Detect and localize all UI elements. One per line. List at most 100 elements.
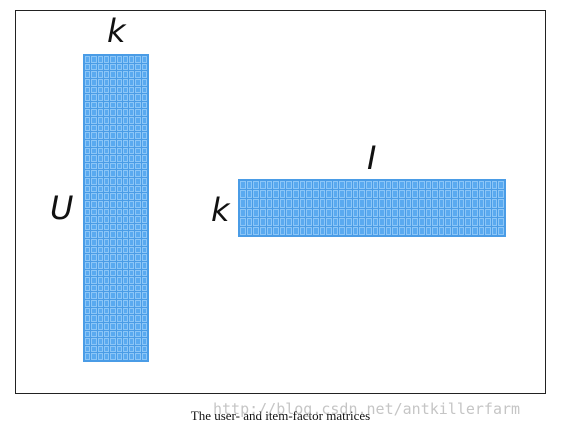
user-matrix-cell	[110, 139, 116, 147]
user-matrix-cell	[97, 284, 103, 292]
user-matrix-cell	[97, 178, 103, 185]
item-matrix-cell	[471, 181, 478, 190]
user-matrix-cell	[85, 162, 91, 170]
item-matrix-cell	[445, 208, 451, 217]
item-matrix-cell	[478, 199, 485, 208]
user-matrix-cell	[103, 101, 110, 109]
item-matrix-cell	[293, 181, 299, 190]
user-matrix-cell	[135, 269, 141, 277]
user-matrix-cell	[129, 307, 135, 315]
user-matrix-cell	[122, 223, 129, 231]
item-matrix-cell	[293, 208, 299, 217]
user-matrix-cell	[110, 94, 116, 101]
user-matrix-cell	[91, 338, 97, 345]
item-matrix-cell	[240, 190, 246, 199]
user-matrix-cell	[116, 269, 122, 277]
user-matrix-cell	[97, 208, 103, 216]
user-matrix-cell	[85, 254, 91, 261]
item-matrix-cell	[412, 217, 418, 226]
user-matrix-cell	[103, 63, 110, 71]
item-matrix-cell	[491, 208, 498, 217]
user-matrix-cell	[85, 178, 91, 185]
item-matrix-cell	[438, 208, 445, 217]
user-matrix-cell	[141, 200, 147, 208]
item-matrix-cell	[365, 190, 372, 199]
user-matrix-cell	[103, 94, 110, 101]
user-matrix-cell	[97, 223, 103, 231]
user-matrix-cell	[91, 292, 97, 299]
user-matrix-cell	[85, 78, 91, 86]
item-matrix-cell	[253, 226, 259, 235]
item-matrix-cell	[326, 190, 332, 199]
item-matrix-cell	[452, 190, 458, 199]
user-matrix-cell	[110, 101, 116, 109]
item-matrix-cell	[365, 208, 372, 217]
item-matrix-cell	[273, 226, 279, 235]
item-matrix-cell	[339, 181, 345, 190]
item-matrix-cell	[385, 199, 392, 208]
user-matrix-cell	[122, 162, 129, 170]
user-matrix-cell	[116, 117, 122, 124]
user-matrix-cell	[91, 239, 97, 246]
user-matrix-cell	[129, 345, 135, 353]
item-matrix-cell	[465, 217, 471, 226]
user-matrix-cell	[91, 277, 97, 284]
user-matrix-cell	[85, 132, 91, 139]
user-matrix-cell	[103, 208, 110, 216]
user-matrix-cell	[110, 200, 116, 208]
user-matrix-cell	[135, 345, 141, 353]
item-matrix-cell	[293, 199, 299, 208]
user-matrix-cell	[129, 101, 135, 109]
user-matrix-cell	[85, 216, 91, 223]
user-matrix-cell	[97, 56, 103, 63]
user-matrix-cell	[110, 353, 116, 360]
user-matrix-cell	[110, 345, 116, 353]
user-matrix-cell	[91, 170, 97, 177]
user-matrix-cell	[91, 63, 97, 71]
user-matrix-cell	[91, 208, 97, 216]
item-matrix-cell	[365, 217, 372, 226]
user-matrix-cell	[135, 300, 141, 307]
user-matrix-cell	[110, 315, 116, 322]
user-matrix-cell	[110, 63, 116, 71]
item-matrix-cell	[299, 226, 306, 235]
user-matrix-cell	[110, 185, 116, 193]
user-matrix-cell	[103, 193, 110, 200]
user-matrix-cell	[91, 124, 97, 132]
item-matrix-cell	[485, 181, 491, 190]
user-matrix-cell	[85, 56, 91, 63]
user-matrix-cell	[85, 101, 91, 109]
item-matrix-cell	[405, 181, 412, 190]
user-matrix-cell	[103, 322, 110, 330]
user-matrix-cell	[91, 193, 97, 200]
user-matrix-cell	[116, 185, 122, 193]
user-matrix-cell	[110, 239, 116, 246]
item-matrix-cell	[452, 217, 458, 226]
item-matrix-cell	[346, 190, 352, 199]
user-matrix-cell	[116, 170, 122, 177]
item-matrix-cell	[432, 199, 438, 208]
user-matrix-cell	[85, 292, 91, 299]
user-matrix-cell	[129, 292, 135, 299]
user-matrix-cell	[141, 223, 147, 231]
user-matrix-cell	[91, 78, 97, 86]
user-matrix-cell	[110, 292, 116, 299]
user-matrix-cell	[122, 338, 129, 345]
user-matrix-cell	[103, 216, 110, 223]
user-matrix-cell	[110, 56, 116, 63]
user-matrix-cell	[91, 155, 97, 162]
user-matrix-cell	[103, 86, 110, 94]
item-matrix-cell	[465, 208, 471, 217]
user-matrix-cell	[91, 94, 97, 101]
item-matrix-cell	[425, 208, 432, 217]
user-matrix-cell	[85, 284, 91, 292]
item-matrix-cell	[392, 208, 398, 217]
item-matrix-cell	[418, 217, 425, 226]
user-matrix-cell	[129, 277, 135, 284]
user-matrix-cell	[85, 322, 91, 330]
user-matrix-k-label: k	[107, 12, 126, 50]
user-matrix-cell	[116, 322, 122, 330]
user-matrix-cell	[122, 345, 129, 353]
item-matrix-cell	[485, 226, 491, 235]
item-matrix-cell	[385, 208, 392, 217]
